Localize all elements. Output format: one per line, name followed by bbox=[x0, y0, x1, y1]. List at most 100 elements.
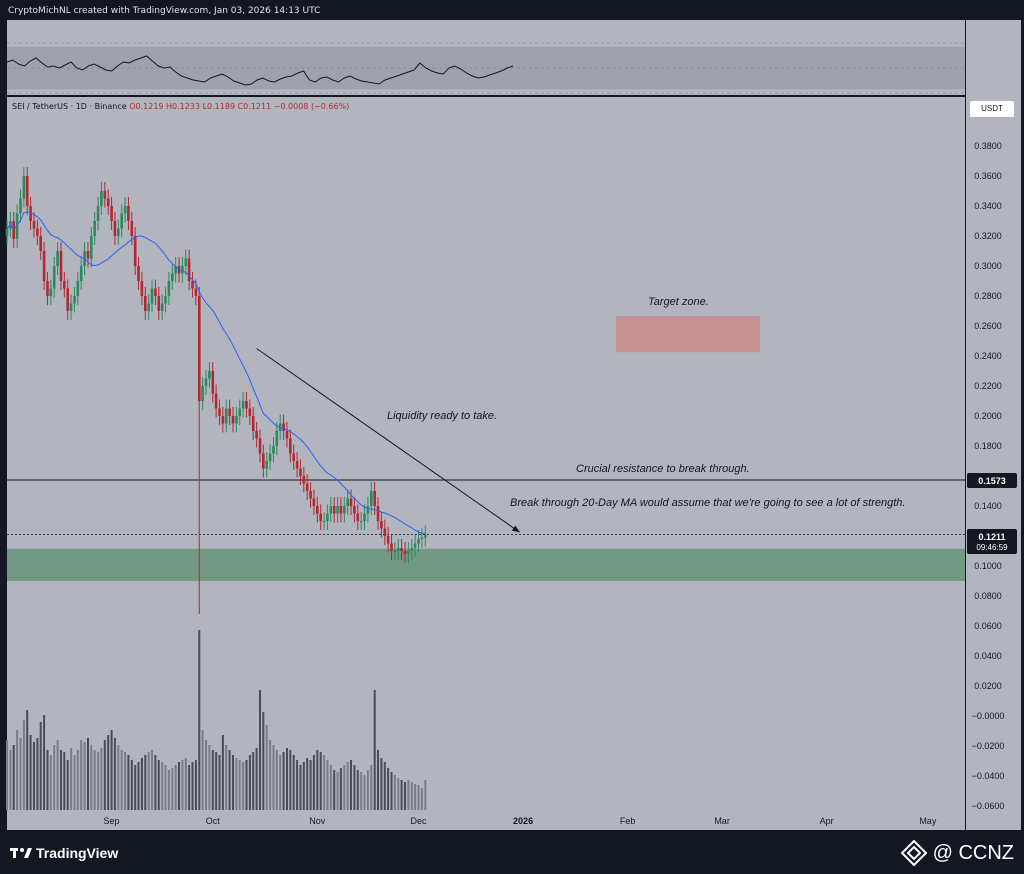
candle-body bbox=[393, 551, 397, 552]
volume-bar bbox=[103, 740, 106, 810]
volume-bar bbox=[299, 765, 302, 810]
candle-body bbox=[181, 266, 184, 274]
volume-bar bbox=[286, 748, 288, 810]
volume-bar bbox=[194, 760, 197, 810]
rsi-band bbox=[7, 47, 965, 89]
time-tick-label: 2026 bbox=[513, 816, 533, 826]
volume-bar bbox=[127, 755, 130, 810]
candle-body bbox=[49, 288, 53, 296]
volume-bar bbox=[137, 762, 140, 810]
candle-body bbox=[191, 281, 194, 289]
volume-bar bbox=[56, 740, 59, 810]
candle-body bbox=[295, 461, 299, 469]
candle-body bbox=[329, 506, 333, 514]
ccnz-watermark: @ CCNZ bbox=[900, 840, 1014, 866]
price-tick-label: −0.0200 bbox=[972, 741, 1005, 751]
volume-bar bbox=[157, 760, 160, 810]
candle-body bbox=[130, 221, 134, 236]
volume-bar bbox=[400, 780, 403, 810]
volume-bar bbox=[9, 750, 12, 810]
price-axis: 0.3800 0.3600 0.3400 0.3200 0.3000 0.2800 0.26… bbox=[972, 141, 1005, 811]
header-text: CryptoMichNL created with TradingView.co… bbox=[8, 6, 321, 16]
price-tick-label: 0.2200 bbox=[974, 381, 1002, 391]
price-tick-label: 0.3000 bbox=[974, 261, 1002, 271]
volume-bar bbox=[238, 760, 241, 810]
volume-bar bbox=[6, 740, 8, 810]
price-tick-label: 0.2800 bbox=[974, 291, 1002, 301]
time-tick-label: Oct bbox=[206, 816, 221, 826]
candle-body bbox=[73, 296, 76, 304]
volume-bar bbox=[107, 735, 110, 810]
candle-body bbox=[110, 206, 113, 221]
candle-body bbox=[56, 251, 59, 266]
volume-bar bbox=[366, 770, 369, 810]
resistance-label-bg bbox=[967, 473, 1017, 488]
candle-body bbox=[312, 498, 316, 506]
volume-bar bbox=[205, 740, 207, 810]
volume-bar bbox=[100, 748, 103, 810]
candle-body bbox=[184, 258, 188, 266]
candle-body bbox=[390, 543, 393, 551]
candle-body bbox=[403, 551, 407, 554]
candle-body bbox=[144, 296, 147, 311]
ma20-line bbox=[6, 211, 426, 535]
volume-bar bbox=[380, 758, 383, 810]
price-tick-label: 0.0800 bbox=[974, 591, 1002, 601]
volume-bar bbox=[188, 765, 191, 810]
candle-body bbox=[201, 386, 204, 401]
currency-badge[interactable]: USDT bbox=[970, 101, 1014, 117]
volume-bar bbox=[46, 750, 49, 810]
price-pane bbox=[7, 97, 965, 830]
last-price-label: 0.1211 bbox=[978, 532, 1005, 542]
volume-bar bbox=[346, 762, 349, 810]
candle-body bbox=[316, 506, 319, 514]
candle-body bbox=[407, 551, 410, 554]
volume-bar bbox=[120, 750, 123, 810]
candle-body bbox=[248, 408, 252, 416]
candle-body bbox=[211, 371, 215, 394]
volume-bar bbox=[83, 742, 86, 810]
candle-body bbox=[420, 537, 424, 539]
volume-bar bbox=[245, 760, 248, 810]
volume-bar bbox=[218, 755, 221, 810]
candle-body bbox=[52, 266, 56, 289]
candle-body bbox=[29, 206, 32, 221]
candle-body bbox=[285, 431, 289, 439]
candle-body bbox=[133, 236, 137, 266]
tradingview-logo[interactable]: TradingView bbox=[10, 845, 118, 861]
volume-bar bbox=[397, 778, 400, 810]
volume-bar bbox=[350, 760, 352, 810]
liquidity-label: Liquidity ready to take. bbox=[387, 410, 498, 422]
candle-body bbox=[120, 213, 123, 229]
price-tick-label: 0.3600 bbox=[974, 171, 1002, 181]
candle-body bbox=[198, 296, 201, 401]
volume-bar bbox=[393, 775, 396, 810]
volume-bar bbox=[259, 690, 261, 810]
price-axis-pane bbox=[966, 20, 1021, 830]
candle-body bbox=[150, 288, 154, 304]
volume-bar bbox=[323, 755, 326, 810]
last-price-label-bg bbox=[967, 529, 1017, 554]
volume-bar bbox=[232, 755, 234, 810]
candle-body bbox=[154, 288, 157, 296]
price-tick-label: 0.1000 bbox=[974, 561, 1002, 571]
candle-body bbox=[187, 258, 191, 281]
volume-bar bbox=[87, 738, 89, 810]
volume-bar bbox=[184, 758, 187, 810]
volume-bar bbox=[272, 745, 275, 810]
candle-body bbox=[174, 266, 177, 274]
candle-body bbox=[208, 371, 211, 379]
target-zone bbox=[616, 316, 760, 353]
candle-body bbox=[336, 506, 339, 514]
volume-bar bbox=[39, 722, 42, 810]
price-tick-label: 0.2000 bbox=[974, 411, 1002, 421]
volume-bar bbox=[93, 750, 96, 810]
candle-body bbox=[359, 521, 363, 522]
candle-body bbox=[113, 221, 117, 236]
volume-bar bbox=[275, 750, 278, 810]
candle-body bbox=[292, 453, 295, 461]
volume-bar bbox=[424, 780, 427, 810]
candle-body bbox=[251, 416, 255, 431]
candle-body bbox=[96, 206, 100, 221]
volume-bar bbox=[49, 755, 52, 810]
